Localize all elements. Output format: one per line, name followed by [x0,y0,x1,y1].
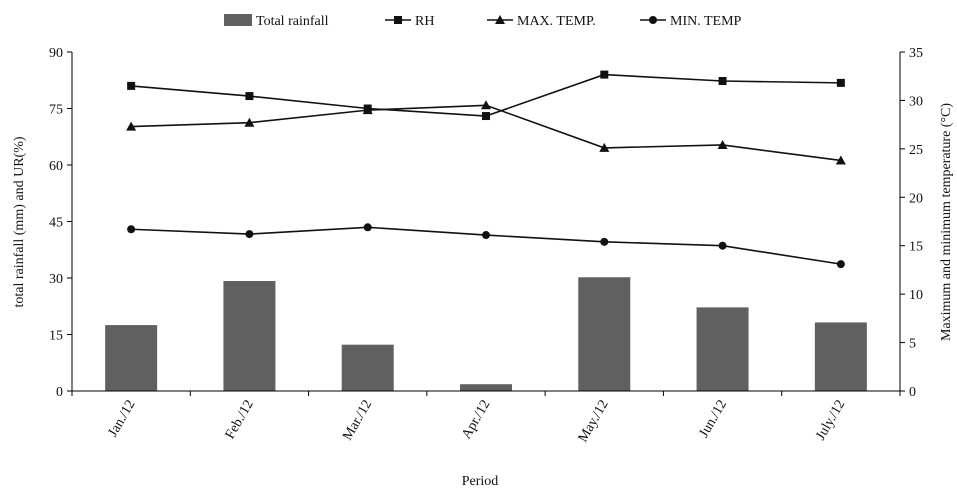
min-temp-point [600,237,609,246]
y-left-tick-label: 0 [56,385,63,400]
legend-label: Total rainfall [256,14,329,29]
rh-point [245,92,254,101]
legend: Total rainfall RH MAX. TEMP. MIN. TEMP [224,14,742,29]
rainfall-bar [814,322,867,391]
max-temp-point [599,142,610,152]
y-left-tick-label: 60 [49,159,63,174]
legend-label: MIN. TEMP [670,14,742,29]
rainfall-bar [460,384,512,391]
axes: 0 15 30 45 60 75 90 0 5 10 15 20 25 30 35 Jan./12 Feb./1… [49,46,923,445]
rh-point [836,78,845,87]
legend-label: MAX. TEMP. [517,14,596,29]
y-right-tick-label: 35 [909,46,923,61]
line-series [126,70,846,269]
y-left-tick-label: 75 [49,103,63,118]
rainfall-bar [696,307,749,391]
rainfall-bar [223,281,276,391]
x-tick-label: Mar./12 [340,398,375,444]
y-left-tick-label: 30 [49,272,63,287]
y-right-tick-label: 15 [909,240,923,255]
legend-swatch-bar [224,14,252,26]
rainfall-bar [578,277,631,391]
max-temp-point [126,121,137,131]
x-tick-label: Apr./12 [459,398,493,442]
y-right-tick-label: 30 [909,94,923,109]
y-right-tick-label: 25 [909,143,923,158]
y-right-tick-label: 0 [909,385,916,400]
rainfall-bar [341,344,394,391]
rainfall-bar [105,325,158,391]
y-right-tick-label: 5 [909,337,916,352]
legend-swatch-marker [495,15,505,24]
min-temp-point [482,231,490,240]
max-temp-point [362,105,373,115]
rh-point [482,112,490,121]
legend-swatch-marker [394,16,402,24]
rh-point [600,70,609,79]
x-tick-label: Jun./12 [697,398,730,441]
max-temp-point [835,155,846,165]
y-left-tick-label: 45 [49,216,63,231]
y-axis-left-title: total rainfall (mm) and UR(%) [12,136,27,307]
legend-label: RH [415,14,434,29]
max-temp-point [481,100,491,110]
rh-point [127,81,136,90]
x-axis-title: Period [462,474,499,489]
x-tick-label: July./12 [813,398,848,443]
x-tick-label: Jan./12 [106,398,139,440]
min-temp-point [127,225,136,234]
y-left-tick-label: 90 [49,46,63,61]
legend-swatch-marker [649,16,657,24]
min-temp-point [836,260,845,269]
x-tick-label: Feb./12 [223,398,257,442]
max-temp-point [244,117,255,127]
min-temp-point [245,230,254,239]
min-temp-point [363,223,372,232]
bar-series [105,277,867,391]
y-right-tick-label: 20 [909,191,923,206]
rh-line [131,73,841,117]
y-axis-right-title: Maximum and minimum temperature (°C) [939,103,954,341]
rh-point [718,77,727,86]
max-temp-point [717,139,728,149]
x-tick-label: May./12 [576,398,612,445]
y-right-tick-label: 10 [909,288,923,303]
min-temp-point [718,241,727,250]
y-left-tick-label: 15 [49,329,63,344]
